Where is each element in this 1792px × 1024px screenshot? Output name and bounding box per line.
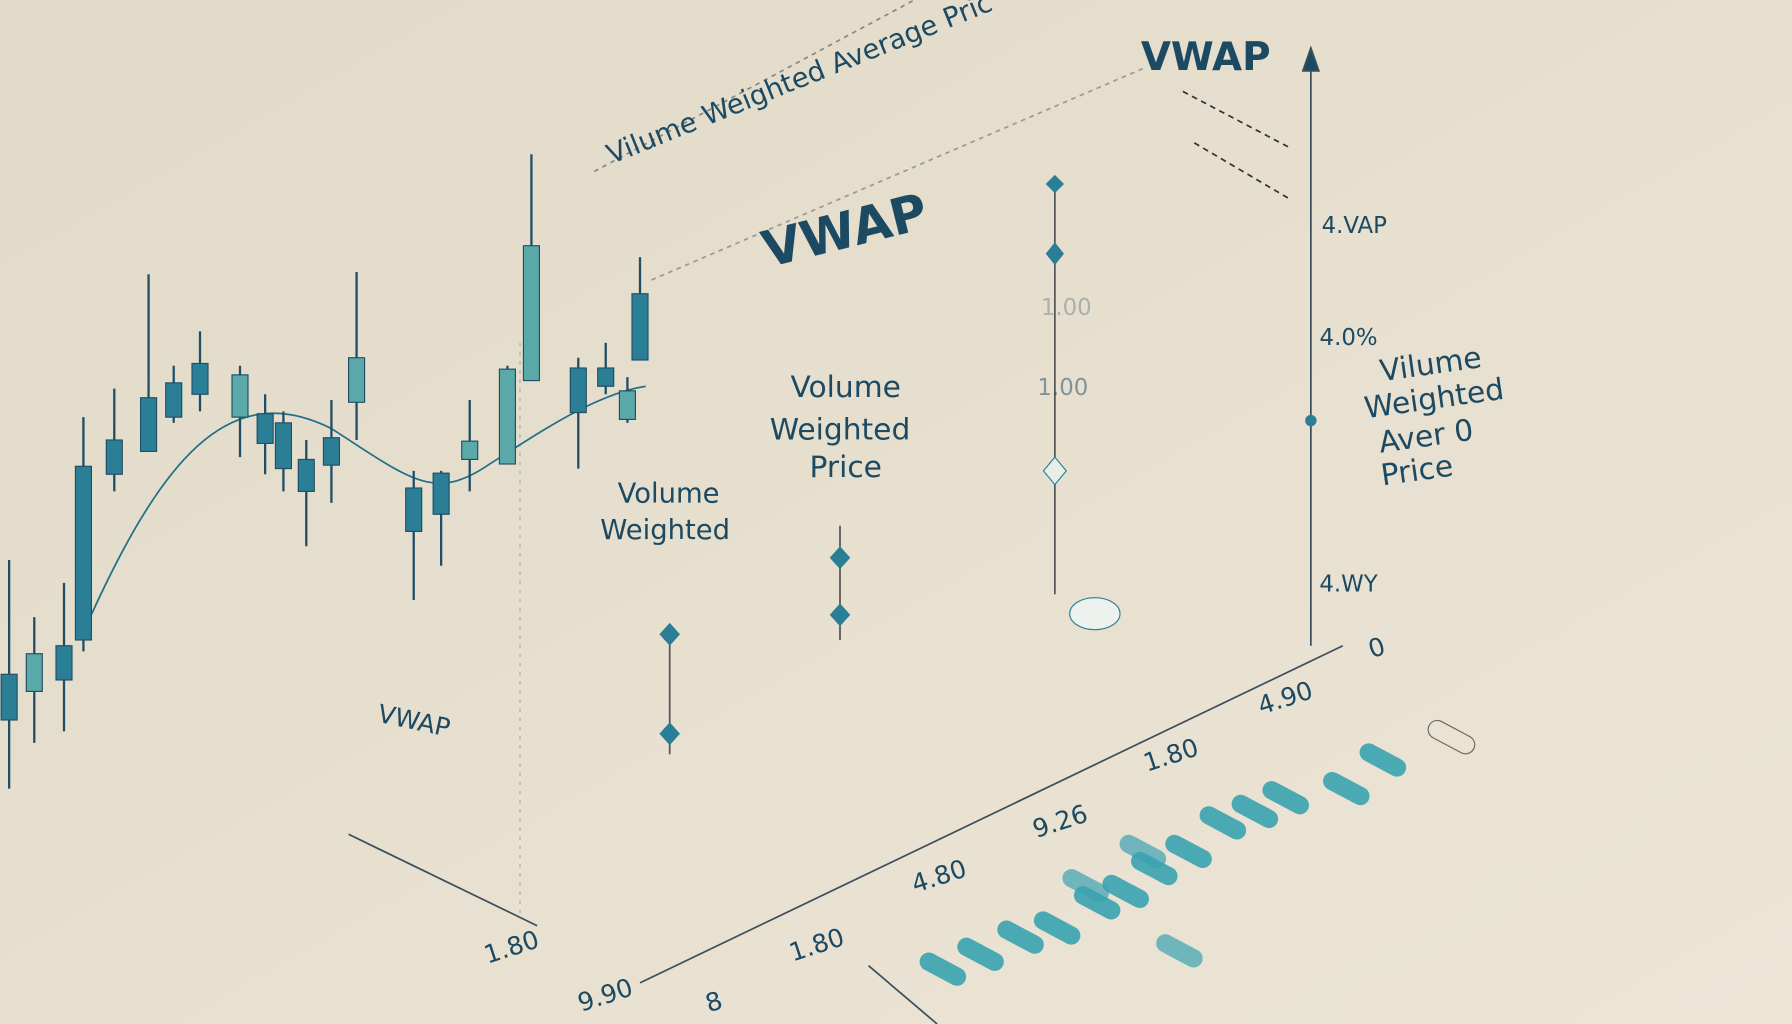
floor-mark (1062, 869, 1109, 903)
marker-label: 1.00 (1037, 375, 1088, 401)
floor-mark (1359, 743, 1407, 777)
floor-mark (919, 952, 967, 986)
markers (659, 174, 1317, 746)
floor-mark (1231, 794, 1279, 829)
floor-mark (1119, 834, 1167, 869)
candlesticks (0, 154, 649, 789)
mid-label: Weighted (770, 412, 911, 447)
floor-mark (997, 920, 1044, 954)
marker (829, 603, 851, 627)
floor-mark (1102, 874, 1149, 909)
candle-body (105, 439, 123, 475)
marker-label: 1.00 (1041, 295, 1092, 321)
floor-mark (1262, 781, 1309, 815)
guide-line (651, 67, 1144, 281)
mid-label: Volume (790, 370, 900, 405)
candle-body (348, 357, 366, 403)
candle-body (322, 437, 340, 466)
mid-label: Price (809, 450, 881, 485)
guide-line (1182, 90, 1292, 201)
floor-mark (957, 937, 1004, 971)
marker (1045, 174, 1064, 194)
candle-body (139, 397, 158, 452)
candle-body (297, 458, 315, 492)
candle-body (405, 487, 423, 532)
candle-body (165, 382, 183, 418)
floor-marks (919, 719, 1476, 986)
candle-body (432, 472, 450, 515)
candle-body (274, 422, 292, 470)
candle-body (55, 645, 73, 681)
candle-body (631, 293, 649, 361)
candle-body (569, 367, 587, 414)
candle-body (618, 390, 636, 420)
axis-arrow (1301, 45, 1321, 72)
floor-mark (1156, 934, 1203, 968)
front-axis (868, 965, 938, 1024)
low-label: Volume (618, 478, 720, 509)
floor-mark (1199, 806, 1247, 840)
guide-line (593, 0, 915, 173)
marker (1042, 456, 1068, 486)
candle-body (191, 362, 209, 395)
base-axis (639, 644, 1344, 984)
candle-body (0, 673, 18, 721)
candle-body (461, 440, 479, 460)
candle-body (597, 367, 615, 387)
left-axis (348, 833, 538, 927)
marker (1045, 242, 1064, 266)
vwap-line (79, 385, 646, 641)
marker (659, 722, 680, 746)
marker (1069, 597, 1121, 631)
floor-mark (1323, 771, 1370, 806)
candle-body (25, 653, 43, 692)
candle-body (498, 368, 516, 465)
low-label: Weighted (600, 515, 730, 546)
candle-body (256, 413, 274, 444)
candle-body (522, 245, 540, 382)
marker (659, 622, 680, 646)
vwap-top: VWAP (1141, 35, 1271, 80)
marker (1305, 414, 1317, 427)
candle-body (231, 374, 249, 418)
floor-mark (1427, 719, 1476, 755)
candle-body (74, 465, 92, 641)
floor-mark (1033, 911, 1081, 945)
axis-label: 4.0% (1320, 325, 1378, 351)
axis-label: 4.WY (1319, 572, 1377, 598)
marker (829, 546, 851, 570)
floor-mark (1165, 834, 1212, 869)
axis-label: 4.VAP (1322, 213, 1387, 239)
